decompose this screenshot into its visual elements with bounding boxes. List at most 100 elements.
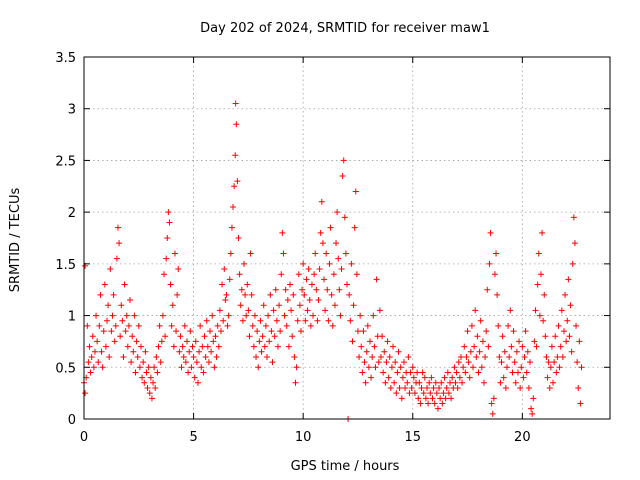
data-point bbox=[362, 379, 369, 386]
data-point bbox=[447, 379, 454, 386]
data-point bbox=[129, 333, 136, 340]
data-point bbox=[437, 395, 444, 402]
data-point bbox=[208, 348, 215, 355]
data-point bbox=[440, 390, 447, 397]
data-point bbox=[176, 348, 183, 355]
data-point bbox=[135, 322, 142, 329]
data-point bbox=[368, 374, 375, 381]
data-point bbox=[114, 224, 121, 231]
data-point bbox=[186, 348, 193, 355]
data-point bbox=[333, 240, 340, 247]
data-point bbox=[541, 291, 548, 298]
data-point bbox=[133, 338, 140, 345]
data-point bbox=[249, 322, 256, 329]
data-point bbox=[131, 312, 138, 319]
data-point bbox=[422, 395, 429, 402]
data-point bbox=[279, 229, 286, 236]
data-point bbox=[105, 302, 112, 309]
data-point bbox=[314, 317, 321, 324]
data-point bbox=[558, 307, 565, 314]
data-point bbox=[420, 390, 427, 397]
data-point bbox=[349, 338, 356, 345]
data-point bbox=[508, 343, 515, 350]
data-point bbox=[104, 317, 111, 324]
data-point bbox=[557, 343, 564, 350]
data-point bbox=[299, 286, 306, 293]
data-point bbox=[146, 390, 153, 397]
data-point bbox=[310, 312, 317, 319]
data-point bbox=[407, 369, 414, 376]
x-tick-labels: 0 5 10 15 20 bbox=[80, 430, 531, 445]
data-point bbox=[224, 322, 231, 329]
data-point bbox=[164, 235, 171, 241]
data-point bbox=[177, 333, 184, 340]
data-point bbox=[464, 328, 471, 335]
data-point bbox=[141, 379, 148, 386]
data-point bbox=[472, 307, 479, 314]
data-point bbox=[500, 374, 507, 381]
data-point bbox=[350, 302, 357, 309]
data-point bbox=[409, 364, 416, 371]
data-point bbox=[90, 364, 97, 371]
data-point bbox=[377, 353, 384, 360]
data-point bbox=[404, 379, 411, 386]
data-point bbox=[391, 379, 398, 386]
data-point bbox=[550, 379, 557, 386]
data-point bbox=[278, 271, 285, 278]
data-point bbox=[85, 359, 92, 366]
data-point bbox=[320, 276, 327, 283]
data-point bbox=[257, 317, 264, 324]
data-point bbox=[523, 369, 530, 376]
data-point bbox=[282, 286, 289, 293]
data-point bbox=[449, 374, 456, 381]
data-point bbox=[395, 348, 402, 355]
data-point bbox=[222, 297, 229, 304]
data-point bbox=[576, 338, 583, 345]
data-point bbox=[529, 410, 536, 417]
data-point bbox=[180, 353, 187, 360]
data-point bbox=[545, 359, 552, 366]
data-point bbox=[245, 307, 252, 314]
data-point bbox=[281, 312, 288, 319]
data-point bbox=[471, 343, 478, 350]
data-point bbox=[121, 281, 128, 288]
data-point bbox=[483, 328, 490, 335]
x-tick-label: 15 bbox=[404, 430, 421, 445]
data-point bbox=[226, 276, 233, 283]
data-point bbox=[373, 276, 380, 283]
data-point bbox=[255, 364, 262, 371]
data-point bbox=[390, 343, 397, 350]
data-point bbox=[134, 353, 141, 360]
data-point bbox=[556, 364, 563, 371]
data-point bbox=[221, 266, 228, 273]
data-point bbox=[99, 364, 106, 371]
data-point bbox=[430, 384, 437, 391]
data-point bbox=[421, 374, 428, 381]
data-point bbox=[488, 400, 495, 407]
data-point bbox=[113, 255, 120, 262]
data-point bbox=[296, 302, 303, 309]
data-point bbox=[184, 338, 191, 345]
data-point bbox=[148, 395, 155, 402]
data-point bbox=[166, 219, 173, 226]
chart-title: Day 202 of 2024, SRMTID for receiver maw… bbox=[200, 21, 490, 36]
data-point bbox=[397, 364, 404, 371]
data-point bbox=[540, 317, 547, 324]
data-point bbox=[380, 369, 387, 376]
data-point bbox=[479, 338, 486, 345]
data-point bbox=[101, 281, 108, 288]
y-tick-label: 1 bbox=[68, 310, 76, 325]
data-point bbox=[551, 359, 558, 366]
data-point bbox=[269, 359, 276, 366]
data-point bbox=[520, 374, 527, 381]
x-tick-label: 0 bbox=[80, 430, 88, 445]
data-point bbox=[202, 353, 209, 360]
data-point bbox=[313, 286, 320, 293]
data-point bbox=[212, 333, 219, 340]
axis-ticks bbox=[83, 56, 610, 420]
data-point bbox=[163, 255, 170, 262]
data-point bbox=[352, 188, 359, 195]
data-point bbox=[204, 343, 211, 350]
data-point bbox=[465, 359, 472, 366]
data-point bbox=[565, 276, 572, 283]
